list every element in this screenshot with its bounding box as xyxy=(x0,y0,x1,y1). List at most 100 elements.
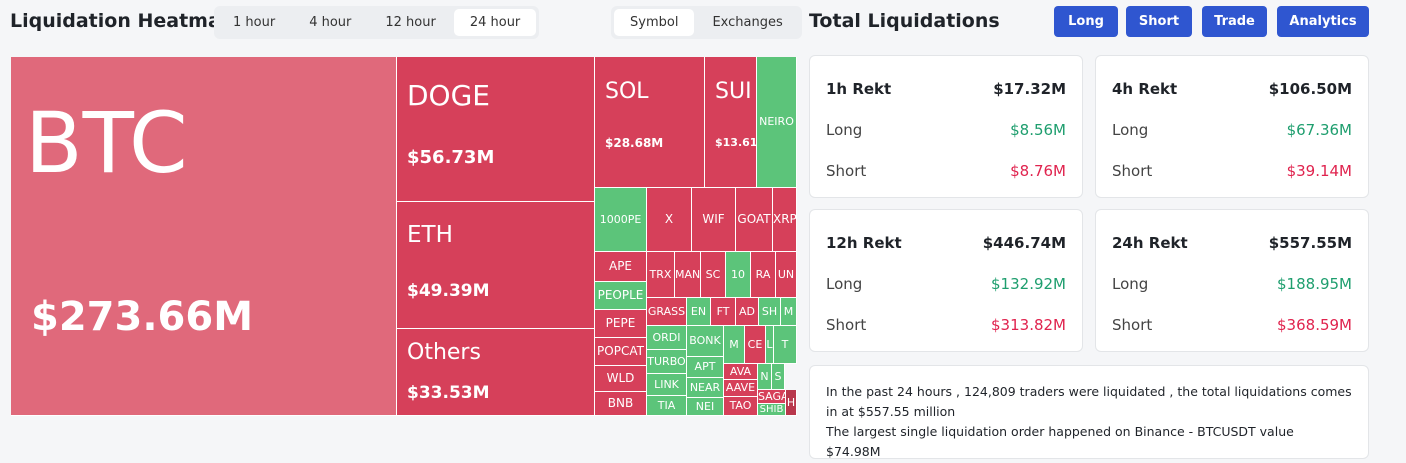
heatmap-tile[interactable]: MANA xyxy=(675,252,701,298)
heatmap-tile[interactable]: WLD xyxy=(595,366,647,392)
heatmap-tile[interactable]: GRASS xyxy=(647,298,687,326)
heatmap-tile[interactable]: PEPE xyxy=(595,310,647,338)
tile-label: NEI xyxy=(695,399,715,413)
heatmap-tile[interactable]: X xyxy=(647,188,692,252)
heatmap-tile[interactable]: CE xyxy=(745,326,766,364)
tile-label: GRASS xyxy=(647,304,686,318)
heatmap-tile[interactable]: EN xyxy=(687,298,711,326)
heatmap-tile[interactable]: SH xyxy=(759,298,781,326)
tile-label: TAO xyxy=(729,399,752,412)
card-row: Short $313.82M xyxy=(826,316,1066,334)
card-row: Short $39.14M xyxy=(1112,162,1352,180)
heatmap-tile[interactable]: UN xyxy=(776,252,797,298)
heatmap-tile[interactable]: L xyxy=(766,326,774,364)
action-button[interactable]: Long xyxy=(1054,6,1118,37)
heatmap-tile[interactable]: Others $33.53M xyxy=(397,329,595,416)
tile-label: WIF xyxy=(702,212,725,226)
view-tabs: Symbol Exchanges xyxy=(611,6,802,39)
heatmap-tile[interactable]: AVA xyxy=(724,364,758,380)
card-total: $446.74M xyxy=(982,234,1066,252)
tile-label: 1000PE xyxy=(599,212,642,226)
row-label: Short xyxy=(826,316,867,334)
heatmap-tile[interactable]: BTC $273.66M xyxy=(11,57,397,416)
panel-title: Total Liquidations xyxy=(809,10,1000,32)
heatmap-tile[interactable]: BNB xyxy=(595,392,647,416)
heatmap-tile[interactable]: NEI xyxy=(687,398,724,416)
row-label: Short xyxy=(826,162,867,180)
tile-label: AVA xyxy=(729,364,752,378)
tile-label: POPCAT xyxy=(597,344,644,358)
heatmap-tile[interactable]: ETH $49.39M xyxy=(397,202,595,329)
action-button[interactable]: Analytics xyxy=(1277,6,1369,37)
view-tab[interactable]: Symbol xyxy=(614,9,695,36)
tile-value: $49.39M xyxy=(407,280,490,301)
row-value: $8.56M xyxy=(1010,121,1066,139)
card-row: Long $132.92M xyxy=(826,275,1066,293)
heatmap-tile[interactable]: RA xyxy=(751,252,776,298)
heatmap-tile[interactable]: TAO xyxy=(724,397,758,416)
heatmap-tile[interactable]: 10 xyxy=(726,252,751,298)
tile-value: $56.73M xyxy=(407,146,495,168)
heatmap-tile[interactable]: SHIB xyxy=(758,404,786,416)
heatmap-tile[interactable]: ORDI xyxy=(647,326,687,350)
tile-label: NEIRO xyxy=(759,115,794,128)
timeframe-tab[interactable]: 24 hour xyxy=(453,9,537,36)
heatmap-tile[interactable]: BONK xyxy=(687,326,724,357)
heatmap-tile[interactable]: POPCAT xyxy=(595,338,647,366)
heatmap-tile[interactable]: XRP xyxy=(773,188,797,252)
heatmap-tile[interactable]: SOL $28.68M xyxy=(595,57,705,188)
tile-label: M xyxy=(729,337,739,351)
heatmap-tile[interactable]: GOAT xyxy=(736,188,773,252)
heatmap-tile[interactable]: NEIRO xyxy=(757,57,797,188)
tile-label: PEPE xyxy=(605,316,636,330)
tile-label: SUI xyxy=(715,78,752,104)
card-header: 24h Rekt $557.55M xyxy=(1112,234,1352,252)
heatmap-tile[interactable]: S xyxy=(772,364,785,390)
timeframe-tab[interactable]: 1 hour xyxy=(233,15,276,30)
heatmap-title: Liquidation Heatmap xyxy=(10,10,235,32)
summary: In the past 24 hours , 124,809 traders w… xyxy=(809,365,1369,459)
heatmap-tile[interactable]: TRX xyxy=(647,252,675,298)
tile-label: L xyxy=(766,337,773,351)
card-row: Short $8.76M xyxy=(826,162,1066,180)
timeframe-tab[interactable]: 4 hour xyxy=(309,15,352,30)
view-tab[interactable]: Exchanges xyxy=(712,15,783,30)
heatmap-tile[interactable]: AAVE xyxy=(724,380,758,397)
timeframe-tab[interactable]: 12 hour xyxy=(385,15,436,30)
action-button[interactable]: Short xyxy=(1126,6,1192,37)
heatmap-tile[interactable]: M xyxy=(724,326,745,364)
heatmap-tile[interactable]: N xyxy=(758,364,772,390)
heatmap-tile[interactable]: APE xyxy=(595,252,647,282)
heatmap-tile[interactable]: PEOPLE xyxy=(595,282,647,310)
heatmap-tile[interactable]: H xyxy=(786,390,797,416)
tile-value: $33.53M xyxy=(407,382,490,403)
heatmap-tile[interactable]: TIA xyxy=(647,396,687,416)
tile-label: NEAR xyxy=(689,380,721,394)
heatmap-tile[interactable]: APT xyxy=(687,357,724,378)
tile-label: X xyxy=(664,212,674,226)
action-button[interactable]: Trade xyxy=(1202,6,1267,37)
tile-label: UN xyxy=(777,267,795,281)
heatmap-tile[interactable]: M xyxy=(781,298,797,326)
heatmap-tile[interactable]: SAGA xyxy=(758,390,786,404)
card-header: 12h Rekt $446.74M xyxy=(826,234,1066,252)
heatmap-tile[interactable]: DOGE $56.73M xyxy=(397,57,595,202)
tile-label: ORDI xyxy=(652,330,681,344)
heatmap-tile[interactable]: FT xyxy=(711,298,736,326)
heatmap-tile[interactable]: AD xyxy=(736,298,759,326)
card-header: 1h Rekt $17.32M xyxy=(826,80,1066,98)
tile-label: BONK xyxy=(689,334,721,347)
card-title: 1h Rekt xyxy=(826,80,892,98)
heatmap-tile[interactable]: T xyxy=(774,326,797,364)
tile-label: TIA xyxy=(657,398,676,412)
heatmap-tile[interactable]: SUI $13.61M xyxy=(705,57,757,188)
heatmap-tile[interactable]: WIF xyxy=(692,188,736,252)
heatmap-tile[interactable]: NEAR xyxy=(687,378,724,398)
heatmap-tile[interactable]: SC xyxy=(701,252,726,298)
tile-label: N xyxy=(760,369,769,383)
heatmap-tile[interactable]: LINK xyxy=(647,374,687,396)
heatmap-tile[interactable]: 1000PE xyxy=(595,188,647,252)
heatmap-tile[interactable]: TURBO xyxy=(647,350,687,374)
tile-label: EN xyxy=(690,304,707,318)
